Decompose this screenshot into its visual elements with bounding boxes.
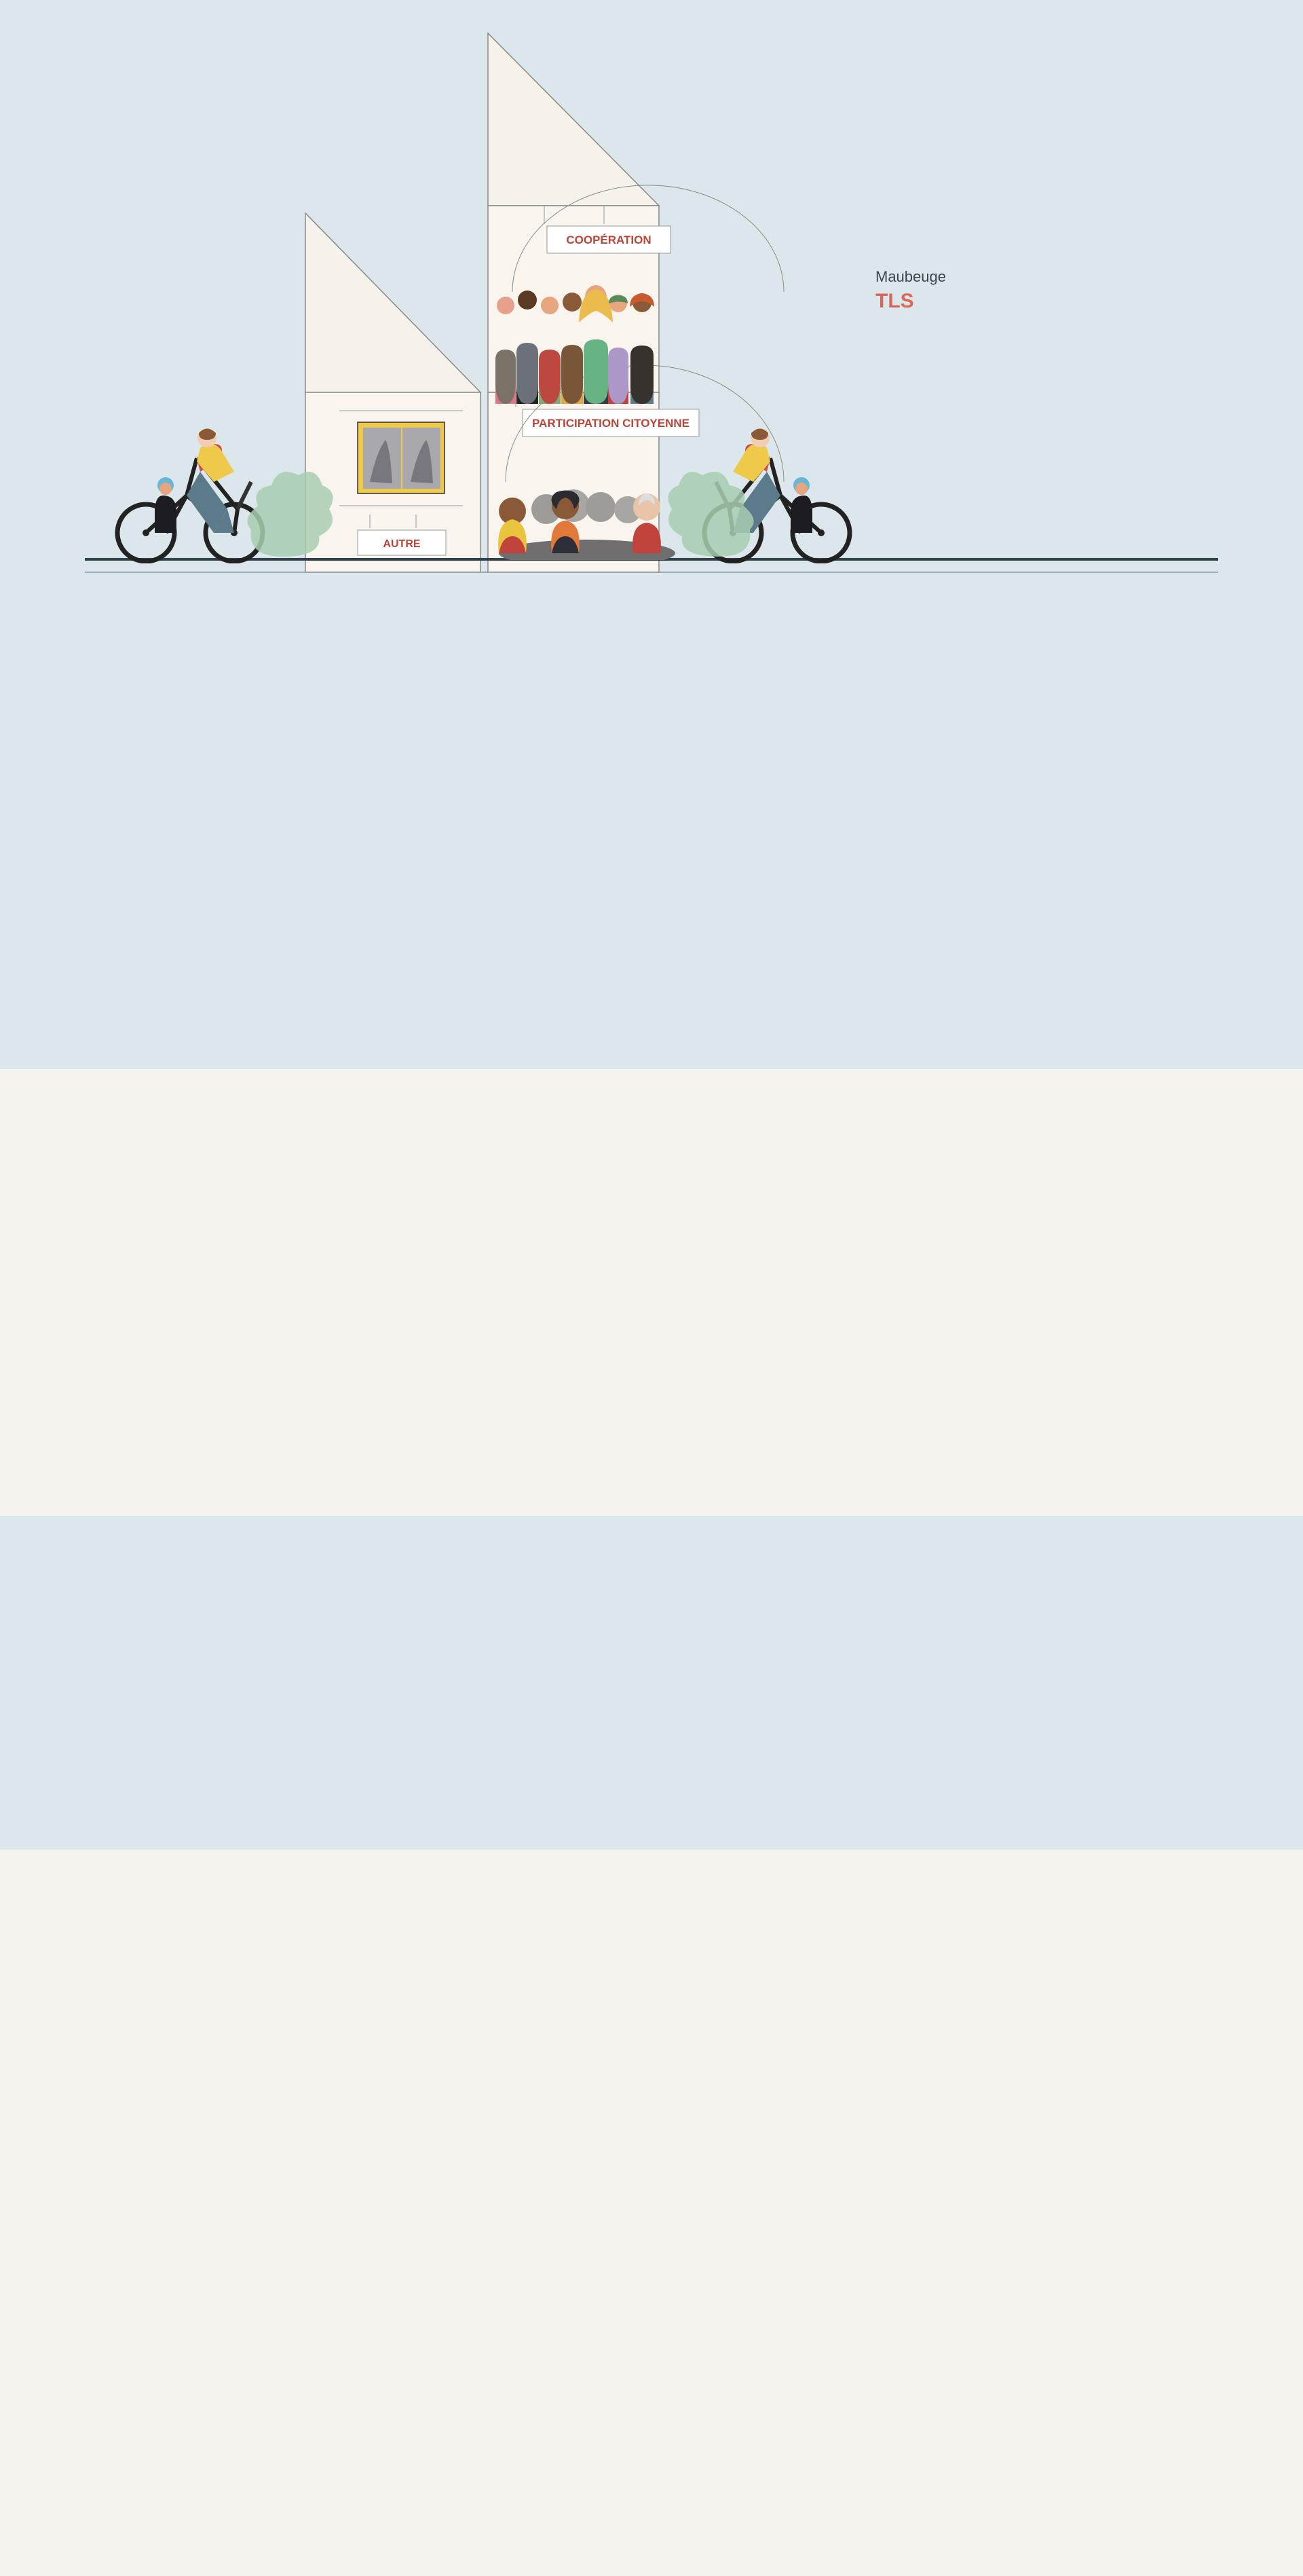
svg-text:PARTICIPATION CITOYENNE: PARTICIPATION CITOYENNE — [532, 417, 690, 430]
svg-text:COOPÉRATION: COOPÉRATION — [566, 234, 651, 246]
svg-text:AUTRE: AUTRE — [383, 538, 420, 550]
